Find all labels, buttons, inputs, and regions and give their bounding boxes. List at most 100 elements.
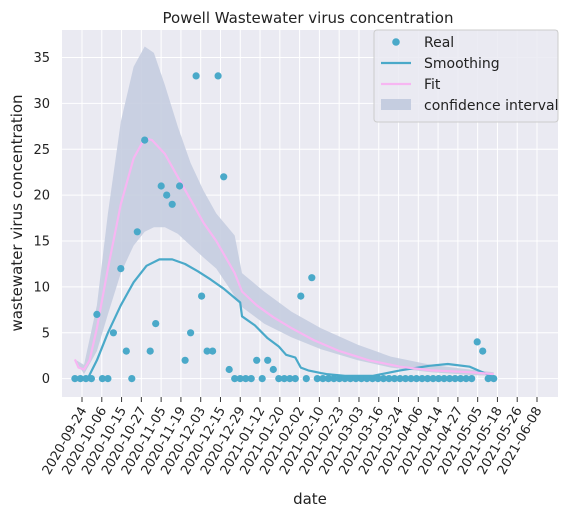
real-data-point [297,292,305,300]
real-data-point [346,375,354,383]
confidence-band-layer [74,46,494,376]
real-data-point [462,375,470,383]
legend-confidence-swatch [381,99,411,110]
real-data-point [324,375,332,383]
real-data-point [341,375,349,383]
real-data-point [133,228,141,236]
real-data-point [440,375,448,383]
real-data-point [187,329,195,337]
real-data-point [396,375,404,383]
y-tick-labels: 0 5 10 15 20 25 30 35 [33,51,50,387]
real-data-point [424,375,432,383]
real-data-point [412,375,421,383]
real-data-point [258,375,266,383]
real-data-point [236,375,244,383]
real-data-point [128,375,136,383]
point-layer [71,72,498,383]
legend-confidence-label: confidence interval [424,98,558,114]
legend-real-label: Real [424,35,454,51]
real-data-point [163,191,171,199]
real-data-point [87,375,95,383]
real-data-point [253,356,261,364]
real-data-point [93,310,101,318]
real-data-point [407,375,415,383]
real-data-point [429,375,437,383]
real-data-point [473,338,481,346]
real-data-point [198,292,206,300]
legend-box [373,29,559,123]
y-tick-label: 30 [33,97,50,112]
real-data-point [330,375,338,383]
real-data-point [225,365,233,374]
real-data-point [176,182,184,190]
fit-line [73,137,494,376]
real-data-point [302,375,310,383]
real-data-point [457,375,465,383]
real-data-point [357,375,365,383]
real-data-point [203,347,211,355]
real-data-point [104,375,112,383]
real-data-point [368,375,377,383]
real-data-point [401,375,410,383]
real-data-point [152,320,160,328]
real-data-point [109,329,117,337]
real-data-point [181,356,189,364]
real-data-point [82,375,90,383]
legend-fit-label: Fit [424,77,441,93]
real-data-point [379,375,388,383]
x-tick-labels: 2020-09-242020-10-062020-10-152020-10-27… [40,397,545,477]
real-data-point [141,136,149,144]
real-data-point [98,375,106,383]
y-tick-label: 5 [42,326,50,341]
real-data-point [418,375,426,383]
real-data-point [280,375,288,383]
confidence-interval-band [74,46,494,376]
real-data-point [451,375,459,383]
real-data-point [319,375,327,383]
y-tick-label: 20 [33,189,50,204]
real-data-point [308,274,316,282]
real-data-point [122,347,130,355]
real-data-point [374,375,382,383]
y-tick-label: 25 [33,143,50,158]
y-tick-label: 0 [42,372,50,387]
x-axis-label: date [293,490,327,508]
real-data-point [247,375,255,383]
real-data-point [479,347,487,355]
y-axis-label: wastewater virus concentration [8,94,26,331]
real-data-point [313,375,321,383]
real-data-point [192,72,200,80]
legend-real-marker [392,38,400,46]
real-data-point [435,375,443,383]
line-layer [73,137,495,380]
real-data-point [291,375,299,383]
real-data-point [390,375,399,383]
real-data-point [146,347,154,355]
smoothing-line [74,258,495,380]
real-data-point [275,375,283,383]
real-data-point [220,173,228,181]
real-data-point [352,375,360,383]
real-data-point [214,72,222,80]
chart-title: Powell Wastewater virus concentration [163,9,454,27]
y-tick-label: 10 [33,280,50,295]
real-data-point [363,375,371,383]
real-data-point [242,375,250,383]
real-data-point [269,365,277,374]
real-data-point [209,347,217,355]
real-data-point [385,375,393,383]
real-data-point [484,375,492,383]
legend: Real Smoothing Fit confidence interval [373,29,559,123]
real-data-point [117,265,125,273]
real-data-point [286,375,294,383]
real-data-point [71,375,79,383]
legend-smoothing-label: Smoothing [424,56,500,72]
real-data-point [76,375,84,383]
y-tick-label: 35 [33,51,50,66]
real-data-point [335,375,343,383]
real-data-point [490,375,498,383]
real-data-point [468,375,476,383]
real-data-point [446,375,454,383]
real-data-point [157,182,165,190]
